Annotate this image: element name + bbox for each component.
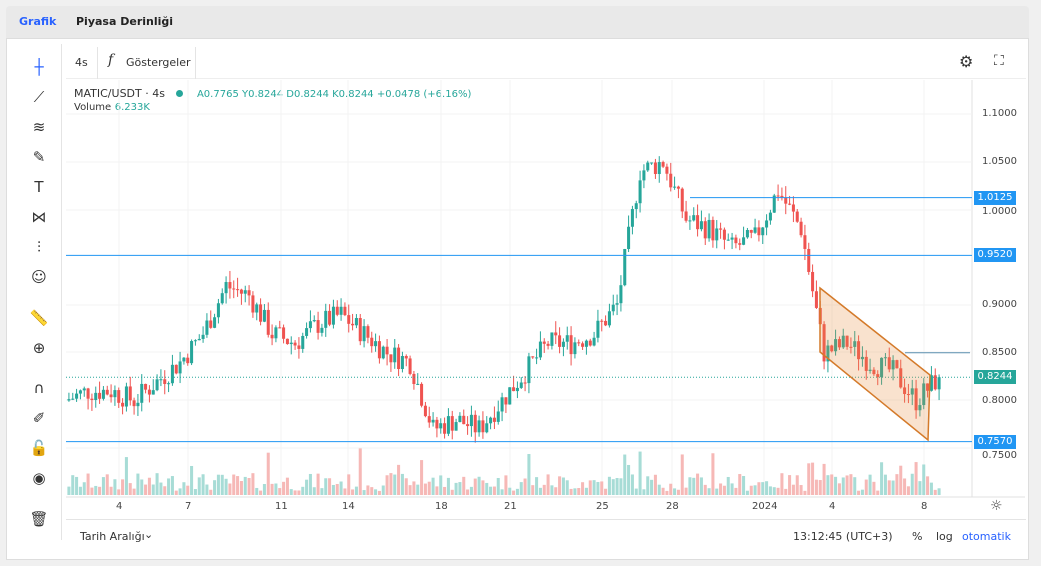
time-tick: 8	[921, 501, 928, 512]
price-tick: 0.7500	[982, 449, 1017, 461]
time-tick: 4	[116, 501, 123, 512]
text-icon[interactable]: T	[34, 178, 44, 196]
auto-toggle[interactable]: otomatik	[962, 530, 1011, 543]
ruler-icon[interactable]: 📏	[29, 309, 49, 327]
divider	[195, 47, 196, 79]
trash-icon[interactable]: 🗑	[29, 510, 49, 528]
chevron-down-icon[interactable]: ⌄	[144, 528, 154, 541]
time-tick: 4	[829, 501, 836, 512]
tab-grafik[interactable]: Grafik	[19, 15, 57, 28]
crosshair-icon[interactable]: ┼	[34, 58, 44, 76]
divider	[97, 47, 98, 79]
date-range-button[interactable]: Tarih Aralığı	[80, 530, 145, 543]
price-tick: 0.8500	[982, 346, 1017, 358]
fullscreen-icon[interactable]: ⛶	[994, 53, 1004, 69]
zoom-in-icon[interactable]: ⊕	[32, 339, 46, 357]
emoji-icon[interactable]: ☺	[31, 268, 47, 286]
price-tick: 0.9000	[982, 299, 1017, 310]
drawing-toolbar: ┼ ⟋ ≋ ✎ T ⋈ ⫶ ☺ 📏 ⊕ ∩ ✐ 🔓 ◉ 🗑	[17, 44, 62, 540]
time-tick: 11	[275, 501, 288, 512]
indicators-button[interactable]: Göstergeler	[126, 56, 191, 69]
function-icon: f	[108, 52, 114, 68]
unlock-icon[interactable]: 🔓	[29, 439, 49, 457]
time-tick: 28	[666, 501, 679, 512]
price-tick: 1.1000	[982, 108, 1017, 119]
brush-icon[interactable]: ✎	[32, 148, 46, 166]
prediction-icon[interactable]: ⫶	[37, 238, 41, 256]
time-tick: 7	[185, 501, 192, 512]
symbol-label: MATIC/USDT · 4s	[74, 87, 165, 100]
bottom-bar: Tarih Aralığı ⌄ 13:12:45 (UTC+3) % log o…	[66, 519, 1026, 553]
price-tag: 1.0125	[974, 190, 1016, 205]
magnet-icon[interactable]: ∩	[33, 379, 45, 397]
volume-label: Volume	[74, 102, 112, 113]
time-tick: 21	[504, 501, 517, 512]
axis-settings-icon[interactable]: ☼	[990, 498, 1003, 514]
eye-icon[interactable]: ◉	[32, 469, 46, 487]
time-tick: 14	[342, 501, 355, 512]
time-tick: 25	[596, 501, 609, 512]
trend-line-icon[interactable]: ⟋	[33, 88, 45, 106]
volume-value: 6.233K	[114, 102, 150, 113]
price-tag: 0.8244	[974, 370, 1016, 385]
log-toggle[interactable]: log	[936, 530, 953, 543]
interval-button[interactable]: 4s	[75, 56, 88, 69]
chart-legend: MATIC/USDT · 4s A0.7765 Y0.8244 D0.8244 …	[74, 87, 471, 113]
percent-toggle[interactable]: %	[912, 530, 923, 543]
pattern-icon[interactable]: ⋈	[31, 208, 47, 226]
lock-drawing-icon[interactable]: ✐	[32, 409, 46, 427]
clock: 13:12:45 (UTC+3)	[793, 530, 893, 543]
time-tick: 2024	[752, 501, 778, 512]
chart-panel	[6, 38, 1029, 560]
tab-bar: Grafik Piyasa Derinliği	[6, 6, 1029, 38]
time-tick: 18	[435, 501, 448, 512]
status-dot	[176, 90, 184, 97]
price-tag: 0.7570	[974, 434, 1016, 449]
ohlc-values: A0.7765 Y0.8244 D0.8244 K0.8244 +0.0478 …	[196, 89, 472, 100]
price-tag: 0.9520	[974, 248, 1016, 263]
tab-piyasa-derinligi[interactable]: Piyasa Derinliği	[76, 15, 174, 28]
fib-icon[interactable]: ≋	[32, 118, 46, 136]
price-tick: 1.0000	[982, 205, 1017, 217]
price-tick: 1.0500	[982, 155, 1017, 167]
chart-toolbar: 4s f Göstergeler ⚙ ⛶	[66, 47, 1026, 79]
settings-icon[interactable]: ⚙	[959, 52, 974, 71]
price-tick: 0.8000	[982, 394, 1017, 406]
